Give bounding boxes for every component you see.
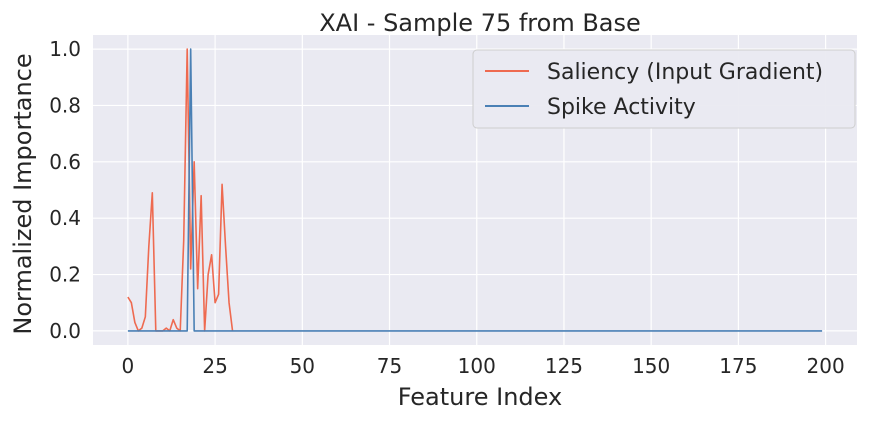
x-tick-label: 100 (458, 354, 496, 378)
y-tick-label: 0.8 (49, 93, 81, 117)
legend-label-spike: Spike Activity (547, 95, 696, 120)
x-tick-label: 0 (122, 354, 135, 378)
x-tick-labels: 0 25 50 75 100 125 150 175 200 (122, 354, 845, 378)
y-tick-label: 0.4 (49, 206, 81, 230)
legend-box (472, 49, 856, 129)
x-tick-label: 25 (202, 354, 227, 378)
x-tick-label: 75 (377, 354, 402, 378)
y-tick-label: 0.0 (49, 319, 81, 343)
x-tick-label: 50 (290, 354, 315, 378)
x-tick-label: 150 (632, 354, 670, 378)
spike-activity-line (127, 48, 823, 332)
y-tick-label: 1.0 (49, 37, 81, 61)
series-lines (127, 48, 823, 332)
y-axis-label: Normalized Importance (9, 53, 37, 334)
legend: Saliency (Input Gradient) Spike Activity (472, 49, 856, 129)
x-axis-label: Feature Index (398, 383, 562, 411)
chart-title: XAI - Sample 75 from Base (319, 9, 641, 37)
y-tick-label: 0.2 (49, 263, 81, 287)
x-tick-label: 175 (719, 354, 757, 378)
y-tick-labels: 0.0 0.2 0.4 0.6 0.8 1.0 (49, 37, 81, 343)
x-tick-label: 125 (545, 354, 583, 378)
x-tick-label: 200 (807, 354, 845, 378)
y-tick-label: 0.6 (49, 150, 81, 174)
legend-label-saliency: Saliency (Input Gradient) (547, 60, 823, 85)
